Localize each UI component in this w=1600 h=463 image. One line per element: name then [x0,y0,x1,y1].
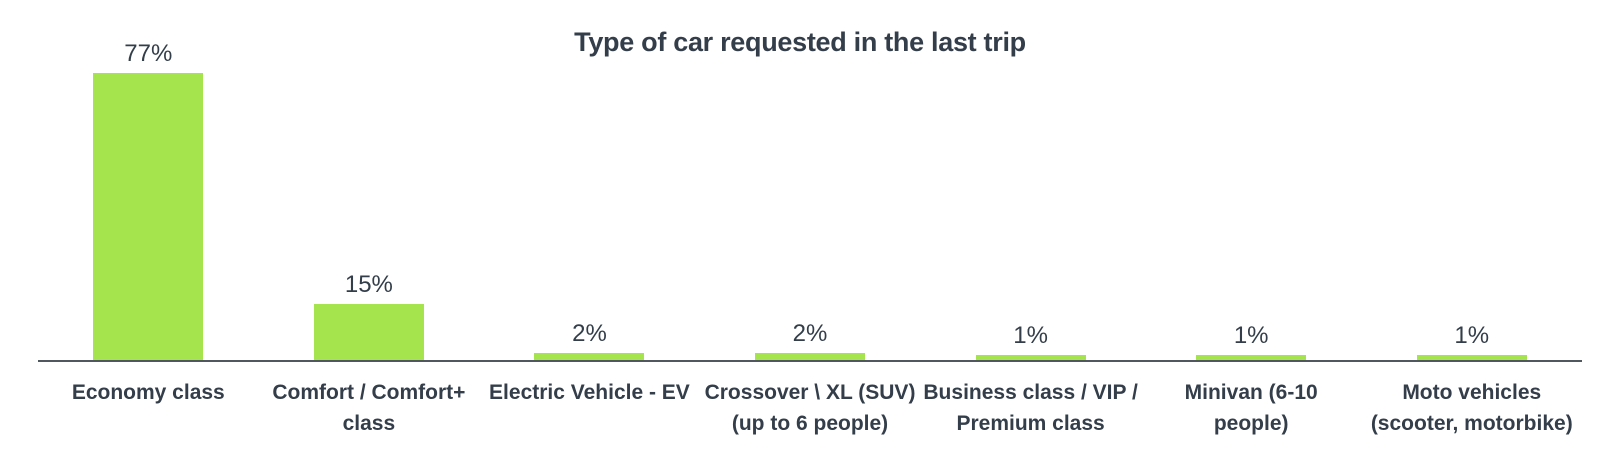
value-label-comfort: 15% [344,271,393,298]
value-label-minivan: 1% [1233,322,1269,349]
value-label-moto: 1% [1454,322,1490,349]
category-label-minivan: Minivan (6-10 people) [1184,381,1318,435]
bar-business [975,355,1086,360]
bar-economy [93,73,204,360]
bar-column-crossover: 2% [700,0,921,360]
bar-moto [1416,355,1527,360]
chart-title: Type of car requested in the last trip [574,27,1026,57]
bar-column-business: 1% [920,0,1141,360]
bar-column-moto: 1% [1361,0,1582,360]
category-label-crossover: Crossover \ XL (SUV) (up to 6 people) [704,381,916,435]
category-axis: Economy class Comfort / Comfort+ class E… [38,377,1582,439]
bar-column-comfort: 15% [259,0,480,360]
bar-column-minivan: 1% [1141,0,1362,360]
value-label-electric-vehicle: 2% [572,320,607,347]
category-label-business: Business class / VIP / Premium class [923,381,1138,435]
bar-column-electric-vehicle: 2% [479,0,700,360]
bar-minivan [1196,355,1307,360]
bar-electric-vehicle [534,353,645,360]
category-label-moto: Moto vehicles (scooter, motorbike) [1370,381,1573,435]
category-label-economy: Economy class [71,381,225,404]
x-axis-line [38,360,1582,362]
value-label-economy: 77% [124,40,173,67]
bar-crossover [755,353,866,360]
plot-area: 77% 15% 2% 2% 1% 1% 1% [38,0,1582,360]
bar-comfort [313,304,424,360]
bar-column-economy: 77% [38,0,259,360]
value-label-business: 1% [1013,322,1048,349]
value-label-crossover: 2% [792,320,828,347]
category-label-comfort: Comfort / Comfort+ class [272,381,466,435]
category-label-electric-vehicle: Electric Vehicle - EV [489,381,690,404]
